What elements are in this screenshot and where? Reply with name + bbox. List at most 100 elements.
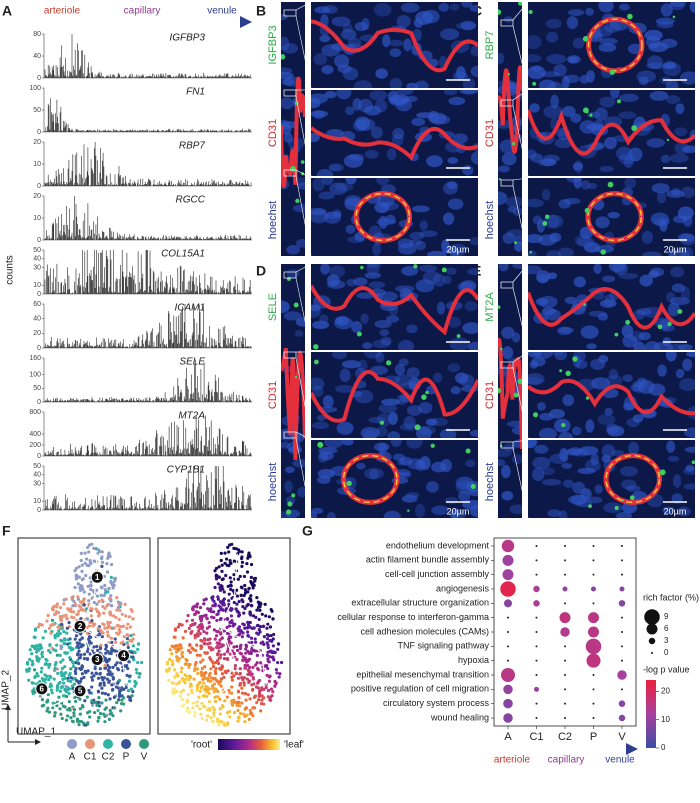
cell-point: [231, 589, 235, 593]
cell-point: [80, 664, 84, 668]
nucleus: [366, 264, 382, 268]
marker-signal: [659, 469, 666, 476]
nucleus: [414, 80, 429, 88]
zoom-line: [512, 367, 529, 439]
vessel: [311, 284, 478, 336]
cell-point: [118, 601, 123, 605]
cell-point: [96, 676, 101, 680]
micrograph: [528, 2, 695, 88]
nucleus: [336, 421, 354, 435]
nucleus: [281, 14, 288, 21]
cluster-number: 3: [95, 655, 100, 664]
nucleus: [281, 97, 294, 110]
nucleus: [641, 251, 662, 256]
nucleus: [542, 467, 555, 476]
nucleus: [593, 264, 602, 275]
cell-point: [201, 658, 205, 662]
cell-point: [60, 666, 64, 671]
y-tick-label: 0: [37, 291, 41, 298]
cell-point: [62, 637, 67, 641]
cell-point: [229, 580, 233, 584]
cell-point: [83, 699, 87, 703]
cell-point: [249, 575, 253, 579]
nucleus: [425, 418, 438, 426]
zoom-line: [295, 15, 312, 89]
cell-point: [215, 618, 219, 623]
cell-point: [218, 666, 222, 671]
marker-signal: [498, 305, 501, 309]
count-trace: [44, 304, 252, 348]
cell-point: [74, 566, 79, 570]
cell-point: [212, 676, 216, 680]
nucleus: [573, 160, 583, 174]
cell-point: [238, 711, 243, 716]
cell-point: [82, 675, 86, 679]
trajectory: [219, 625, 267, 686]
nucleus: [562, 106, 576, 117]
cell-point: [182, 703, 186, 707]
x-tick-label: C1: [529, 731, 543, 743]
marker-signal: [631, 125, 638, 132]
cell-point: [108, 597, 112, 601]
cell-point: [271, 617, 275, 621]
dot: [503, 698, 513, 709]
cell-point: [230, 675, 234, 679]
nucleus: [386, 147, 397, 161]
cell-point: [208, 708, 212, 712]
cell-point: [86, 545, 90, 550]
cell-point: [76, 597, 80, 601]
cell-point: [52, 677, 56, 681]
nucleus: [532, 467, 545, 482]
nucleus: [666, 189, 685, 198]
cell-point: [131, 617, 135, 621]
cell-point: [186, 706, 190, 710]
cell-point: [243, 606, 247, 611]
cell-point: [253, 579, 257, 583]
cell-point: [103, 666, 107, 670]
nucleus: [312, 320, 330, 330]
count-trace: [44, 34, 252, 78]
nucleus: [443, 90, 458, 96]
cell-point: [90, 618, 94, 623]
cell-point: [240, 550, 244, 554]
gradient-label: capillary: [548, 755, 585, 766]
size-legend-dot: [644, 609, 660, 625]
cell-point: [191, 701, 195, 705]
cell-point: [92, 600, 96, 605]
cell-point: [117, 627, 121, 632]
dot: [621, 688, 623, 691]
nucleus: [406, 324, 418, 334]
cell-point: [90, 699, 94, 703]
cell-point: [66, 642, 70, 646]
nucleus: [426, 251, 447, 256]
cell-point: [220, 601, 224, 605]
nucleus: [415, 279, 435, 293]
nucleus: [378, 216, 388, 229]
cell-point: [106, 602, 110, 607]
cell-point: [89, 583, 93, 587]
cell-point: [202, 630, 206, 634]
cell-point: [206, 679, 210, 683]
cell-point: [75, 717, 80, 721]
cell-point: [77, 609, 81, 613]
cell-point: [59, 646, 63, 651]
cell-point: [132, 632, 136, 637]
nucleus: [465, 459, 476, 468]
zoom-line: [295, 357, 312, 439]
cell-point: [30, 681, 34, 685]
cell-point: [130, 650, 134, 655]
cluster-number: 6: [40, 685, 45, 694]
cell-point: [195, 688, 199, 692]
nucleus: [618, 153, 635, 165]
cell-point: [217, 649, 221, 653]
cell-point: [216, 597, 220, 601]
nucleus: [501, 326, 515, 339]
nucleus: [374, 99, 388, 113]
marker-signal: [498, 9, 502, 15]
nucleus: [669, 249, 690, 256]
cell-point: [244, 644, 249, 649]
dot: [617, 670, 627, 680]
cell-point: [193, 667, 197, 671]
row-label: TNF signaling pathway: [397, 641, 489, 651]
dot: [621, 659, 623, 662]
